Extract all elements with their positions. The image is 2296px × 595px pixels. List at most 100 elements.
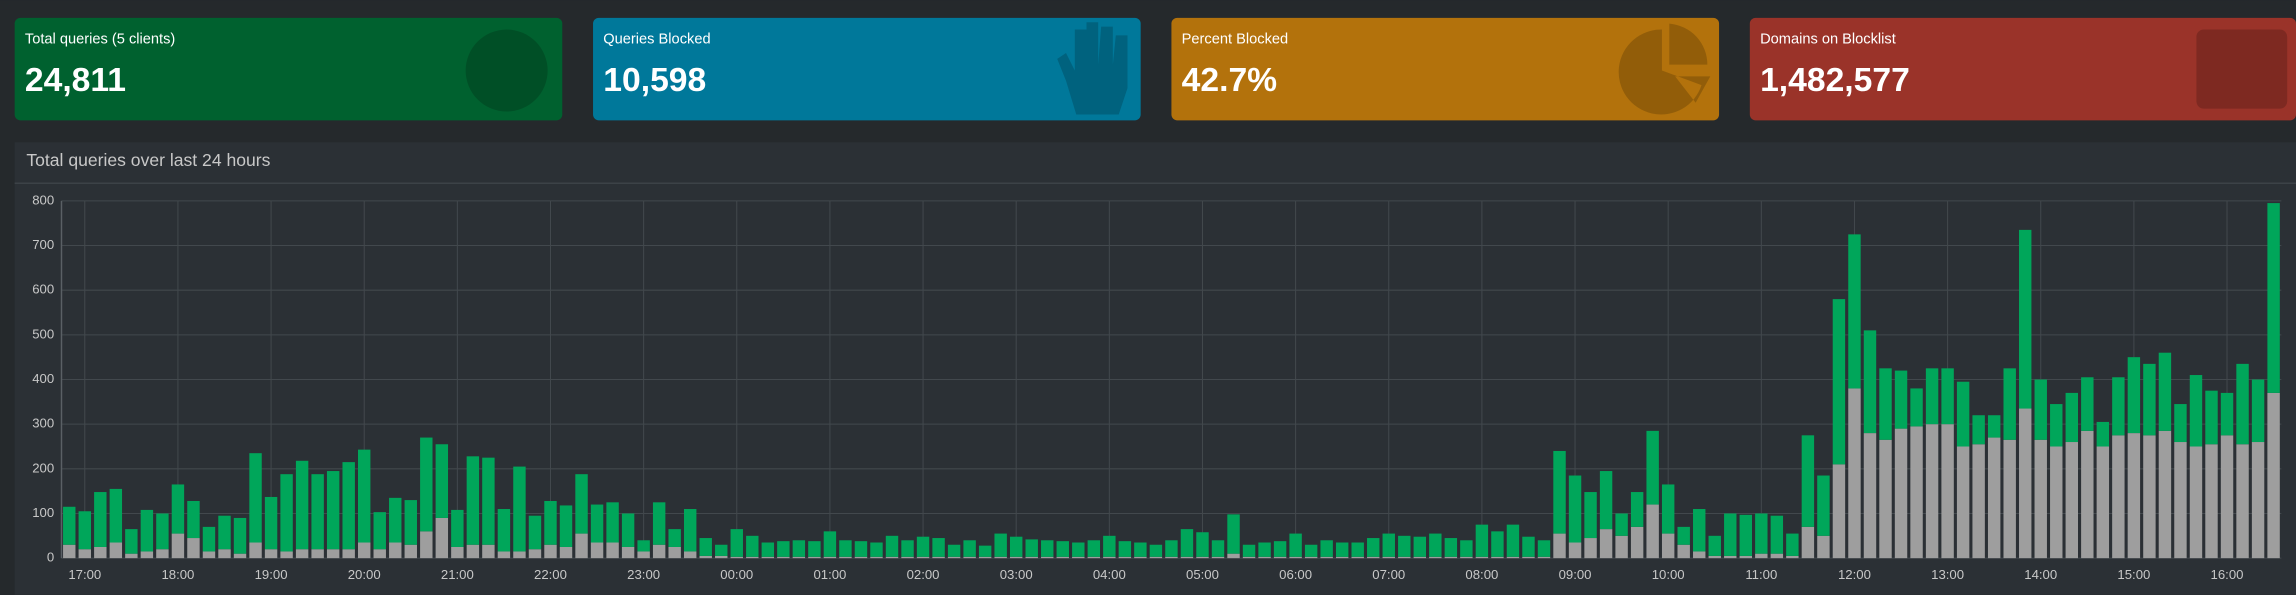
bar-segment [326,549,340,559]
bar-segment [1677,526,1690,545]
bar-segment [125,529,138,554]
bar-segment [1444,538,1458,557]
bar-segment [1351,542,1364,557]
bar-segment [1832,464,1846,559]
bar-segment [652,544,666,559]
bar-segment [1196,532,1209,557]
x-tick-label: 20:00 [348,567,381,582]
globe-icon [465,29,548,112]
x-tick-label: 17:00 [68,567,101,582]
bar-segment [233,517,247,554]
bar-segment [482,544,495,559]
bar-segment [1041,540,1054,557]
bar-segment [792,540,806,557]
bar-segment [839,540,852,557]
bar-segment [544,500,557,545]
pie-icon [1618,23,1711,115]
x-tick-label: 04:00 [1093,567,1126,582]
bar-segment [1506,524,1520,557]
x-tick-label: 06:00 [1279,567,1312,582]
bar-segment [373,549,386,559]
bar-segment [2019,408,2032,559]
bar-segment [1956,381,1970,447]
x-tick-label: 01:00 [813,567,846,582]
bar-segment [1134,556,1147,559]
summary-card [593,17,1141,121]
bar-segment [2034,379,2047,440]
bar-segment [730,556,743,559]
bar-segment [264,549,278,559]
bar-segment [1801,435,1815,527]
bar-segment [2065,442,2078,559]
bar-segment [854,541,868,557]
bar-segment [668,546,681,559]
bar-segment [2220,392,2234,436]
bar-segment [761,556,775,559]
bar-segment [1041,556,1054,559]
y-tick-label: 300 [32,416,54,431]
bar-segment [466,544,480,559]
bar-segment [218,515,231,550]
bar-segment [1227,553,1240,559]
bar-segment [451,509,464,547]
card-value: 1,482,577 [1760,62,1910,99]
bar-segment [901,540,914,557]
bar-segment [808,541,821,557]
bar-segment [1429,556,1442,559]
bar-segment [1553,450,1566,534]
bar-segment [1475,524,1489,557]
bar-segment [1522,556,1535,559]
bar-segment [1460,540,1473,557]
bar-segment [1708,535,1721,556]
bar-segment [2143,363,2156,436]
bar-segment [1118,541,1132,557]
bar-segment [1693,509,1706,552]
bar-segment [761,542,775,557]
bar-segment [994,533,1007,557]
bar-segment [1072,556,1085,559]
bar-segment [1739,514,1753,556]
x-tick-label: 18:00 [161,567,194,582]
bar-segment [870,542,883,557]
bar-segment [652,502,666,545]
bar-segment [1506,556,1520,559]
bar-segment [1677,544,1690,559]
bar-segment [1258,542,1271,557]
bar-segment [1211,556,1225,559]
summary-card [14,17,563,121]
bar-segment [187,538,200,559]
bar-segment [202,526,216,552]
bar-segment [1832,299,1846,465]
bar-segment [2205,390,2218,445]
bar-segment [1072,542,1085,557]
bar-segment [63,506,76,545]
bar-segment [1522,536,1535,557]
bar-segment [839,556,852,559]
bar-segment [2220,435,2234,559]
bar-segment [621,546,635,559]
bar-segment [699,538,712,556]
y-tick-label: 100 [32,505,54,520]
bar-segment [1786,555,1799,559]
bar-segment [280,551,293,559]
bar-segment [2065,392,2078,443]
bar-segment [575,533,588,559]
bar-segment [1289,556,1302,559]
bar-segment [2174,404,2187,443]
bar-segment [885,556,899,559]
bar-segment [497,509,511,552]
bar-segment [1925,424,1939,559]
bar-segment [109,542,123,559]
bar-segment [1242,544,1256,557]
bar-segment [125,553,138,559]
bar-segment [1941,424,1954,559]
x-tick-label: 11:00 [1745,567,1777,582]
bar-segment [326,471,340,550]
bar-segment [1087,556,1101,559]
bar-segment [1817,475,1830,536]
bar-segment [1118,556,1132,559]
bar-segment [746,556,759,559]
bar-segment [78,549,91,559]
